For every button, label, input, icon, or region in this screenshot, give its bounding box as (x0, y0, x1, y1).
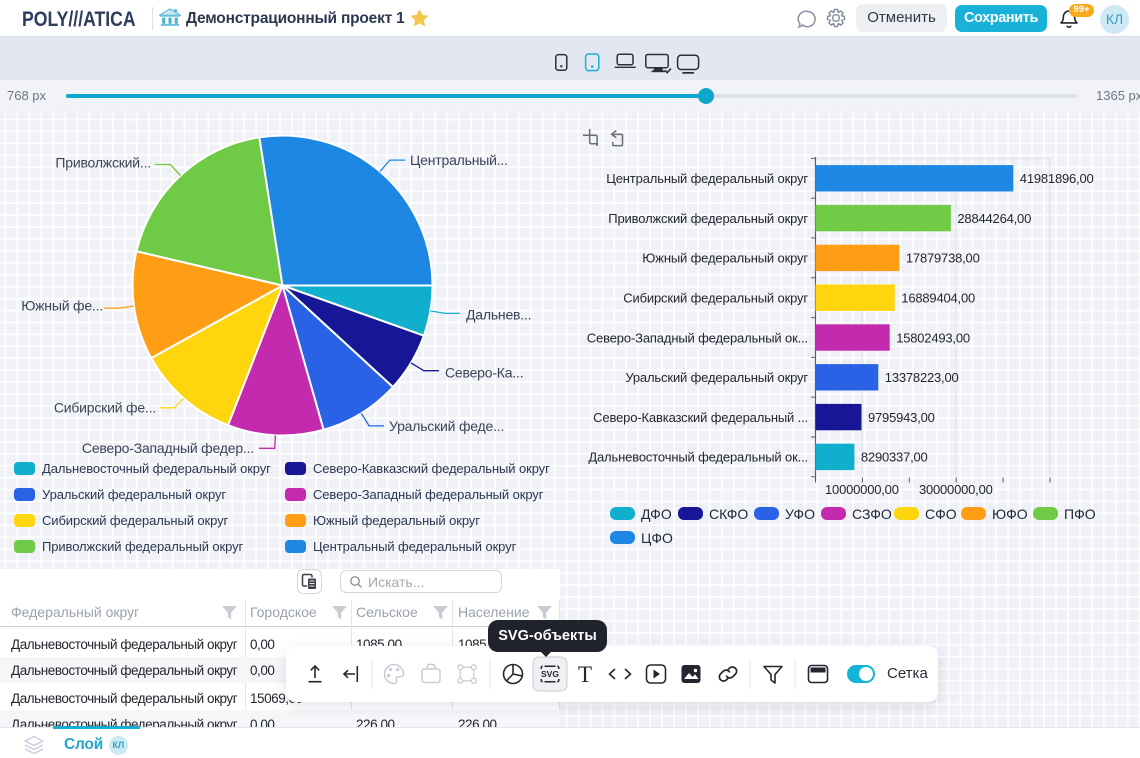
svg-text:Уральский федеральный округ: Уральский федеральный округ (625, 370, 808, 385)
svg-text:16889404,00: 16889404,00 (901, 291, 975, 306)
svg-text:28844264,00: 28844264,00 (957, 211, 1031, 226)
svg-text:Приволжский федеральный округ: Приволжский федеральный округ (608, 211, 808, 226)
svg-text:Дальневосточный федеральный ок: Дальневосточный федеральный ок... (588, 450, 808, 465)
svg-text:T: T (578, 662, 592, 687)
svg-text:8290337,00: 8290337,00 (861, 450, 928, 465)
svg-text:Северо-Западный федер...: Северо-Западный федер... (82, 440, 254, 456)
svg-text:Северо-Западный федеральный ок: Северо-Западный федеральный ок... (587, 330, 808, 345)
svg-text:41981896,00: 41981896,00 (1020, 171, 1094, 186)
svg-text:Сибирский федеральный округ: Сибирский федеральный округ (623, 291, 808, 306)
svg-text:Северо-Ка...: Северо-Ка... (445, 365, 523, 381)
svg-text:17879738,00: 17879738,00 (906, 251, 980, 266)
svg-text:9795943,00: 9795943,00 (868, 410, 935, 425)
svg-text:Дальнев...: Дальнев... (466, 307, 531, 323)
svg-text:Южный федеральный округ: Южный федеральный округ (642, 251, 808, 266)
svg-text:Сибирский фе...: Сибирский фе... (54, 400, 156, 416)
svg-text:15802493,00: 15802493,00 (896, 330, 970, 345)
svg-text:Центральный федеральный округ: Центральный федеральный округ (606, 171, 808, 186)
svg-text:Северо-Кавказский федеральный: Северо-Кавказский федеральный ... (593, 410, 808, 425)
svg-text:10000000,00: 10000000,00 (825, 482, 899, 497)
svg-text:SVG: SVG (541, 669, 559, 679)
svg-text:13378223,00: 13378223,00 (885, 370, 959, 385)
svg-text:Приволжский...: Приволжский... (55, 155, 151, 171)
svg-text:30000000,00: 30000000,00 (919, 482, 993, 497)
svg-text:Центральный...: Центральный... (410, 152, 508, 168)
svg-text:Южный фе...: Южный фе... (21, 298, 103, 314)
svg-text:Уральский феде...: Уральский феде... (389, 418, 504, 434)
